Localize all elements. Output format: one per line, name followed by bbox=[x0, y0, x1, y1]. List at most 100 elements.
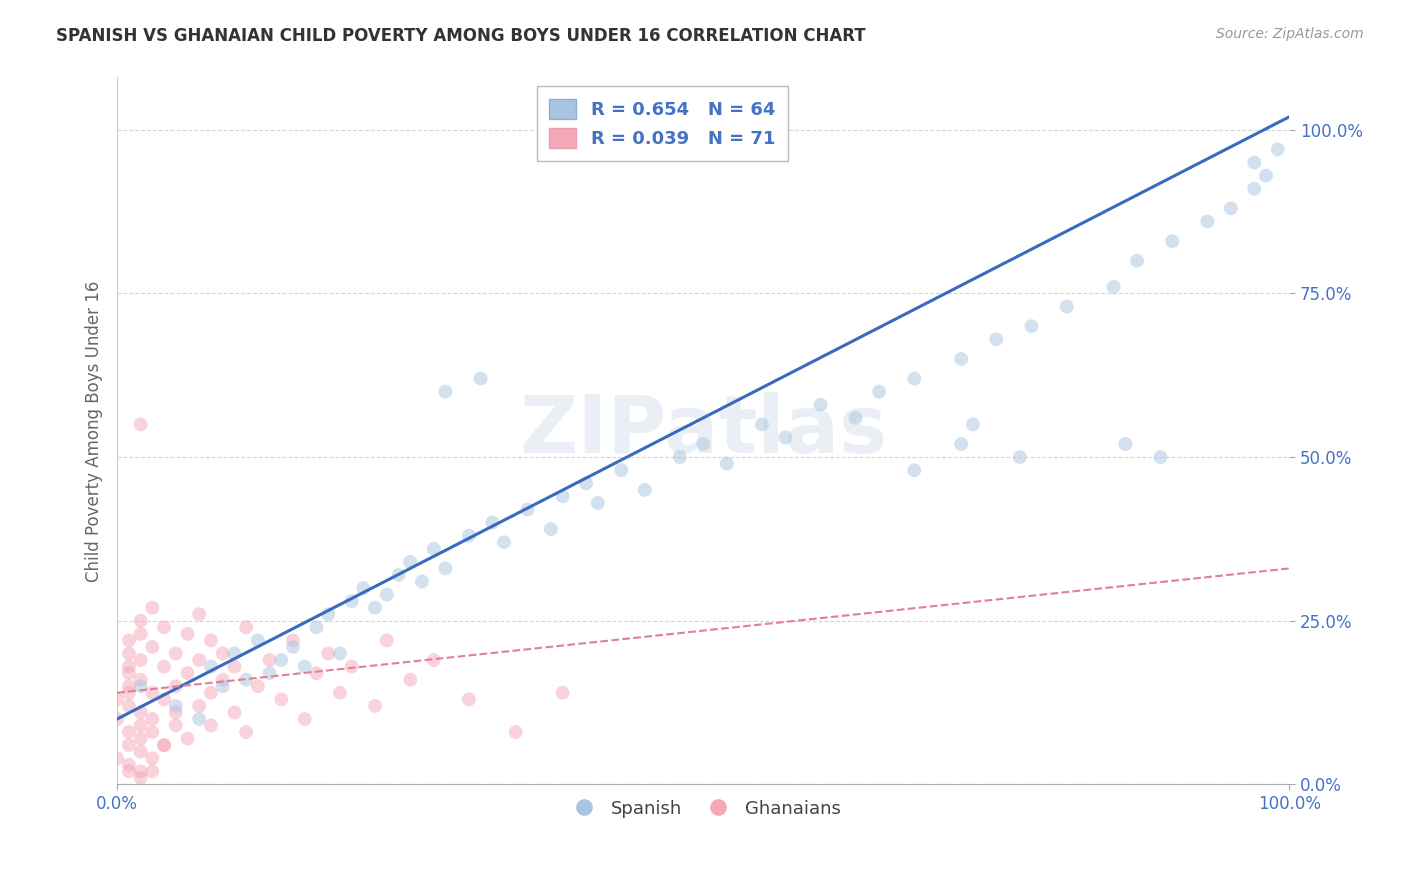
Point bbox=[118, 647, 141, 661]
Point bbox=[1267, 143, 1289, 157]
Point bbox=[235, 673, 257, 687]
Point bbox=[305, 666, 328, 681]
Point bbox=[434, 561, 457, 575]
Y-axis label: Child Poverty Among Boys Under 16: Child Poverty Among Boys Under 16 bbox=[86, 280, 103, 582]
Point bbox=[118, 757, 141, 772]
Point bbox=[129, 731, 152, 746]
Point bbox=[1102, 280, 1125, 294]
Point bbox=[868, 384, 890, 399]
Point bbox=[259, 653, 281, 667]
Point bbox=[129, 673, 152, 687]
Point bbox=[986, 332, 1008, 346]
Point bbox=[516, 502, 538, 516]
Point bbox=[141, 725, 163, 739]
Point bbox=[387, 568, 409, 582]
Point bbox=[1254, 169, 1277, 183]
Point bbox=[575, 476, 598, 491]
Text: Source: ZipAtlas.com: Source: ZipAtlas.com bbox=[1216, 27, 1364, 41]
Point bbox=[364, 600, 387, 615]
Point bbox=[294, 659, 316, 673]
Point bbox=[364, 698, 387, 713]
Point bbox=[810, 398, 832, 412]
Point bbox=[669, 450, 692, 464]
Point bbox=[165, 647, 187, 661]
Point bbox=[692, 437, 714, 451]
Point bbox=[316, 607, 339, 622]
Point bbox=[246, 633, 269, 648]
Point bbox=[118, 666, 141, 681]
Point bbox=[141, 764, 163, 779]
Point bbox=[118, 659, 141, 673]
Point bbox=[1008, 450, 1031, 464]
Point bbox=[329, 647, 352, 661]
Point bbox=[903, 371, 925, 385]
Point bbox=[176, 666, 198, 681]
Point bbox=[188, 698, 211, 713]
Point bbox=[129, 627, 152, 641]
Point bbox=[903, 463, 925, 477]
Point bbox=[375, 633, 398, 648]
Point bbox=[153, 659, 176, 673]
Point bbox=[188, 712, 211, 726]
Point bbox=[505, 725, 527, 739]
Point bbox=[200, 633, 222, 648]
Point bbox=[176, 627, 198, 641]
Point bbox=[165, 679, 187, 693]
Point bbox=[716, 457, 738, 471]
Point bbox=[481, 516, 503, 530]
Text: SPANISH VS GHANAIAN CHILD POVERTY AMONG BOYS UNDER 16 CORRELATION CHART: SPANISH VS GHANAIAN CHILD POVERTY AMONG … bbox=[56, 27, 866, 45]
Point bbox=[118, 764, 141, 779]
Point bbox=[224, 647, 246, 661]
Point bbox=[141, 751, 163, 765]
Point bbox=[165, 718, 187, 732]
Point bbox=[129, 614, 152, 628]
Point bbox=[457, 692, 479, 706]
Point bbox=[399, 673, 422, 687]
Point bbox=[235, 620, 257, 634]
Point bbox=[129, 764, 152, 779]
Point bbox=[457, 529, 479, 543]
Point bbox=[340, 659, 363, 673]
Point bbox=[165, 698, 187, 713]
Point bbox=[422, 653, 444, 667]
Point bbox=[105, 712, 128, 726]
Point bbox=[329, 686, 352, 700]
Point bbox=[1197, 214, 1219, 228]
Point bbox=[141, 600, 163, 615]
Point bbox=[105, 751, 128, 765]
Legend: Spanish, Ghanaians: Spanish, Ghanaians bbox=[558, 792, 848, 825]
Point bbox=[294, 712, 316, 726]
Point bbox=[105, 692, 128, 706]
Point bbox=[1243, 182, 1265, 196]
Point bbox=[1126, 253, 1149, 268]
Point bbox=[551, 686, 574, 700]
Point bbox=[118, 738, 141, 752]
Point bbox=[129, 745, 152, 759]
Point bbox=[129, 771, 152, 785]
Point bbox=[540, 522, 562, 536]
Point bbox=[1021, 319, 1043, 334]
Point bbox=[270, 692, 292, 706]
Point bbox=[235, 725, 257, 739]
Point bbox=[188, 653, 211, 667]
Point bbox=[551, 489, 574, 503]
Point bbox=[775, 430, 797, 444]
Point bbox=[375, 588, 398, 602]
Point bbox=[470, 371, 492, 385]
Point bbox=[246, 679, 269, 693]
Point bbox=[141, 712, 163, 726]
Text: ZIPatlas: ZIPatlas bbox=[519, 392, 887, 470]
Point bbox=[1056, 300, 1078, 314]
Point bbox=[153, 620, 176, 634]
Point bbox=[610, 463, 633, 477]
Point bbox=[962, 417, 984, 432]
Point bbox=[950, 437, 973, 451]
Point bbox=[434, 384, 457, 399]
Point bbox=[211, 673, 233, 687]
Point bbox=[422, 541, 444, 556]
Point bbox=[340, 594, 363, 608]
Point bbox=[118, 725, 141, 739]
Point bbox=[200, 659, 222, 673]
Point bbox=[211, 647, 233, 661]
Point bbox=[305, 620, 328, 634]
